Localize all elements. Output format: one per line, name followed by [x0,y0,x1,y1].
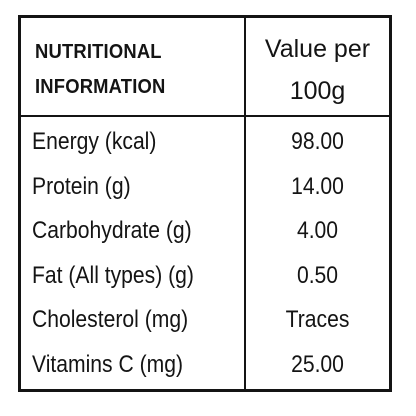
nutrient-value: 98.00 [291,128,344,155]
nutrient-value: 14.00 [291,172,344,200]
column-divider [244,18,246,389]
nutrient-value: 25.00 [291,350,344,378]
table-row: Cholesterol (mg) Traces [21,298,389,343]
nutrient-column-header: NUTRITIONAL INFORMATION [35,35,224,105]
nutrient-name: Carbohydrate (g) [32,217,192,244]
table-row: Vitamins C (mg) 25.00 [21,343,389,388]
table-row: Fat (All types) (g) 0.50 [21,254,389,299]
nutrient-header-line-2: INFORMATION [35,76,166,98]
table-row: Energy (kcal) 98.00 [21,120,389,165]
value-header-line-1: Value per [264,35,371,63]
nutrient-name: Protein (g) [32,172,131,200]
table-row: Carbohydrate (g) 4.00 [21,209,389,254]
nutrition-table: NUTRITIONAL INFORMATION Value per 100g E… [18,15,392,392]
nutrient-value: 0.50 [296,261,339,289]
nutrient-name: Fat (All types) (g) [32,261,194,289]
nutrient-header-line-1: NUTRITIONAL [35,41,162,63]
table-body: Energy (kcal) 98.00 Protein (g) 14.00 Ca… [21,117,389,387]
table-row: Protein (g) 14.00 [21,165,389,210]
value-column-header: Value per 100g [246,28,389,112]
nutrient-value: 4.00 [296,217,339,244]
nutrient-name: Energy (kcal) [32,128,157,155]
nutrient-value: Traces [285,306,350,333]
nutrient-name: Cholesterol (mg) [32,306,189,333]
header-divider [21,115,389,117]
value-header-line-2: 100g [289,77,346,105]
nutrient-name: Vitamins C (mg) [32,350,184,378]
